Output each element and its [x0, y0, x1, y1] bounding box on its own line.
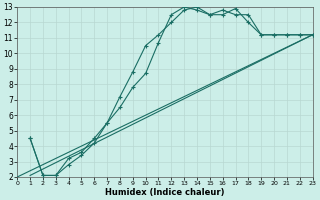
X-axis label: Humidex (Indice chaleur): Humidex (Indice chaleur) [105, 188, 225, 197]
